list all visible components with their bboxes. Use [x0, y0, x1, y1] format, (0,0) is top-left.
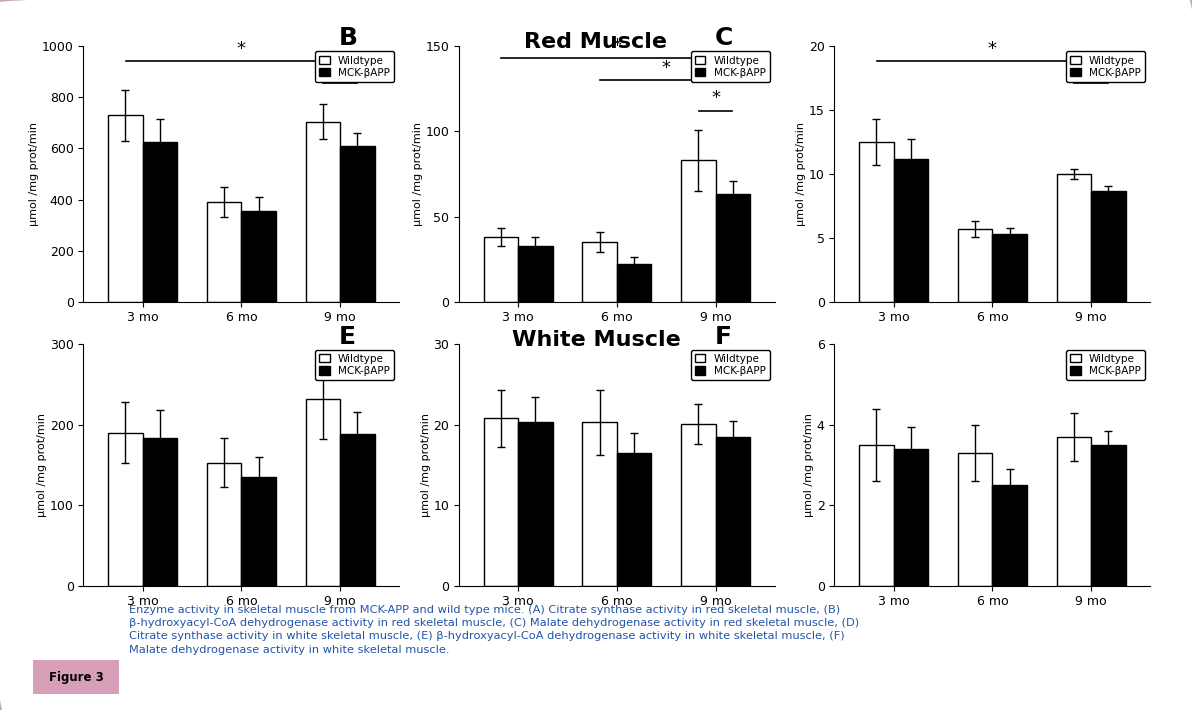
Text: E: E	[339, 325, 356, 349]
Text: *: *	[336, 61, 344, 80]
Bar	[242, 211, 275, 302]
Bar	[340, 146, 374, 302]
Bar	[958, 229, 992, 302]
Text: Red Muscle: Red Muscle	[524, 32, 668, 52]
Bar	[143, 142, 178, 302]
Legend: Wildtype, MCK-βAPP: Wildtype, MCK-βAPP	[690, 349, 770, 380]
Bar	[958, 453, 992, 586]
Bar	[242, 477, 275, 586]
Text: Age p<0.05: Age p<0.05	[955, 363, 1030, 376]
Bar	[1091, 445, 1125, 586]
Bar	[894, 158, 929, 302]
Text: *: *	[613, 37, 621, 55]
Y-axis label: μmol /mg prot/min: μmol /mg prot/min	[412, 122, 422, 226]
Bar	[715, 437, 750, 586]
Bar	[484, 237, 519, 302]
Text: *: *	[662, 59, 671, 77]
Bar	[305, 121, 340, 302]
Bar	[583, 242, 617, 302]
Bar	[992, 234, 1026, 302]
Legend: Wildtype, MCK-βAPP: Wildtype, MCK-βAPP	[1066, 51, 1146, 82]
Y-axis label: μmol /mg prot/min: μmol /mg prot/min	[29, 122, 39, 226]
Bar	[108, 115, 143, 302]
Bar	[859, 142, 894, 302]
Bar	[617, 453, 651, 586]
Text: B: B	[339, 26, 358, 50]
Bar	[992, 485, 1026, 586]
Bar	[143, 439, 178, 586]
Bar	[484, 418, 519, 586]
Text: Figure 3: Figure 3	[49, 671, 104, 684]
Text: F: F	[714, 325, 732, 349]
Legend: Wildtype, MCK-βAPP: Wildtype, MCK-βAPP	[315, 349, 395, 380]
Bar	[583, 422, 617, 586]
Legend: Wildtype, MCK-βAPP: Wildtype, MCK-βAPP	[315, 51, 395, 82]
Bar	[207, 202, 241, 302]
Legend: Wildtype, MCK-βAPP: Wildtype, MCK-βAPP	[1066, 349, 1146, 380]
Bar	[207, 463, 241, 586]
Bar	[1056, 174, 1091, 302]
Bar	[1091, 190, 1125, 302]
Y-axis label: μmol /mg prot/min: μmol /mg prot/min	[803, 413, 814, 517]
Text: *: *	[988, 40, 997, 58]
Bar	[681, 160, 715, 302]
Text: Age p<0.05
Genotype p=0.09: Age p<0.05 Genotype p=0.09	[561, 363, 672, 391]
Text: Age p<0.05: Age p<0.05	[204, 363, 279, 376]
Y-axis label: μmol /mg prot/min: μmol /mg prot/min	[37, 413, 46, 517]
Text: Enzyme activity in skeletal muscle from MCK-APP and wild type mice. (A) Citrate : Enzyme activity in skeletal muscle from …	[129, 605, 859, 655]
Bar	[617, 264, 651, 302]
Text: C: C	[714, 26, 733, 50]
Bar	[519, 246, 553, 302]
Y-axis label: μmol /mg prot/min: μmol /mg prot/min	[796, 122, 806, 226]
Bar	[715, 195, 750, 302]
Bar	[1056, 437, 1091, 586]
Y-axis label: μmol /mg prot/min: μmol /mg prot/min	[421, 413, 430, 517]
Bar	[519, 422, 553, 586]
Text: *: *	[1087, 62, 1095, 80]
Text: *: *	[712, 89, 720, 107]
Bar	[894, 449, 929, 586]
Text: *: *	[237, 40, 246, 58]
Legend: Wildtype, MCK-βAPP: Wildtype, MCK-βAPP	[690, 51, 770, 82]
Bar	[305, 399, 340, 586]
Bar	[681, 424, 715, 586]
Bar	[859, 445, 894, 586]
Bar	[340, 435, 374, 586]
Text: White Muscle: White Muscle	[511, 330, 681, 350]
Bar	[108, 433, 143, 586]
